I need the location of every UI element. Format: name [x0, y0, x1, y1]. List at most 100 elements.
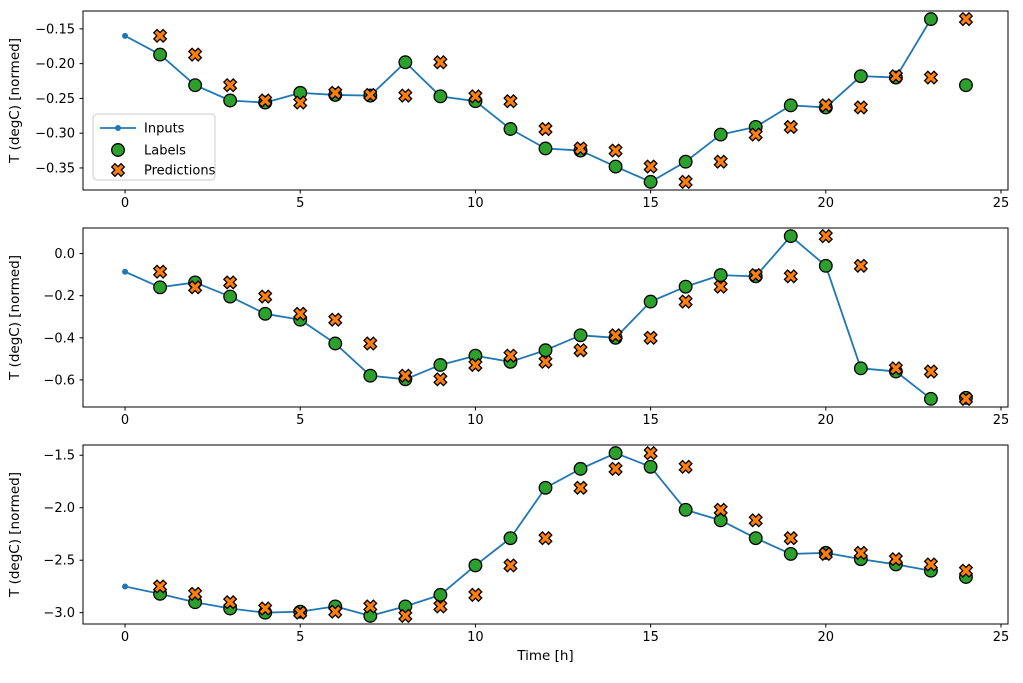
- prediction-marker: [468, 89, 483, 104]
- x-icon: [110, 162, 126, 178]
- label-marker: [538, 480, 553, 495]
- prediction-marker: [608, 143, 623, 158]
- label-marker: [153, 280, 168, 295]
- prediction-marker: [958, 11, 974, 27]
- label-marker: [153, 47, 168, 62]
- label-marker: [573, 461, 588, 476]
- label-marker: [748, 531, 763, 546]
- label-marker: [783, 229, 798, 244]
- prediction-marker: [187, 47, 203, 62]
- x-tick-label: 5: [296, 196, 304, 211]
- x-axis-label: Time [h]: [516, 648, 573, 664]
- label-marker: [713, 127, 728, 142]
- label-marker: [713, 268, 728, 283]
- prediction-marker: [818, 98, 834, 113]
- circle-icon: [111, 143, 125, 157]
- legend-item-labels: Labels: [111, 143, 186, 159]
- prediction-marker: [398, 88, 413, 103]
- prediction-marker: [923, 364, 939, 379]
- prediction-marker: [293, 605, 308, 620]
- x-tick-label: 20: [818, 413, 835, 428]
- x-tick-label: 5: [296, 630, 304, 645]
- prediction-marker: [363, 87, 378, 103]
- legend: Inputs Labels Predictions: [92, 113, 216, 181]
- prediction-marker: [433, 372, 448, 387]
- prediction-marker: [222, 77, 238, 93]
- prediction-marker: [468, 357, 483, 373]
- prediction-marker: [958, 563, 974, 578]
- prediction-marker: [888, 551, 904, 567]
- prediction-marker: [783, 530, 798, 546]
- y-tick-label: −0.15: [35, 22, 75, 37]
- prediction-marker: [433, 599, 448, 614]
- prediction-marker: [783, 119, 798, 135]
- prediction-marker: [643, 159, 658, 174]
- label-marker: [468, 558, 483, 573]
- prediction-marker: [923, 557, 939, 572]
- prediction-marker: [643, 330, 658, 346]
- x-tick-label: 25: [993, 413, 1010, 428]
- legend-label: Labels: [144, 144, 186, 159]
- label-marker: [923, 391, 938, 406]
- prediction-marker: [748, 513, 763, 528]
- prediction-marker: [152, 579, 168, 594]
- prediction-marker: [748, 267, 763, 283]
- x-tick-label: 0: [121, 196, 129, 211]
- y-tick-label: −2.0: [43, 501, 75, 516]
- axes-frame: [82, 10, 1009, 191]
- prediction-marker: [398, 608, 413, 624]
- x-tick-label: 10: [467, 630, 484, 645]
- prediction-marker: [433, 55, 448, 70]
- prediction-marker: [643, 445, 658, 461]
- label-marker: [923, 12, 938, 27]
- x-tick-label: 0: [121, 413, 129, 428]
- label-marker: [538, 141, 553, 156]
- label-marker: [573, 328, 588, 343]
- legend-label: Inputs: [144, 122, 185, 137]
- inputs-point: [122, 268, 129, 275]
- x-tick-label: 15: [642, 196, 659, 211]
- label-marker: [223, 289, 238, 304]
- label-marker: [643, 459, 658, 474]
- x-tick-label: 15: [642, 413, 659, 428]
- prediction-marker: [363, 599, 378, 614]
- prediction-marker: [152, 28, 168, 44]
- prediction-marker: [818, 228, 834, 244]
- prediction-marker: [538, 121, 553, 137]
- label-marker: [678, 154, 693, 169]
- y-tick-label: −0.6: [43, 373, 75, 388]
- label-marker: [398, 55, 413, 70]
- prediction-marker: [398, 368, 413, 383]
- prediction-marker: [818, 546, 834, 562]
- prediction-marker: [293, 306, 308, 322]
- label-marker: [713, 513, 728, 528]
- subplot-3: 0 5 10 15 20 25 −1.5 −2.0 −2.5 −3.0 T (degC) [norm…: [7, 444, 1009, 664]
- predictions-series: [152, 228, 974, 407]
- prediction-marker: [538, 530, 553, 546]
- prediction-marker: [222, 275, 238, 290]
- prediction-marker: [257, 93, 273, 108]
- label-marker: [643, 294, 658, 309]
- y-tick-label: −0.20: [35, 57, 75, 72]
- y-tick-label: −2.5: [43, 554, 75, 569]
- inputs-point: [122, 32, 129, 39]
- y-axis-label: T (degC) [normed]: [7, 38, 23, 164]
- prediction-marker: [748, 127, 763, 142]
- prediction-marker: [608, 461, 623, 477]
- prediction-marker: [573, 141, 588, 156]
- prediction-marker: [293, 95, 308, 110]
- prediction-marker: [888, 361, 904, 376]
- label-marker: [678, 502, 693, 517]
- legend-item-inputs: Inputs: [100, 122, 185, 137]
- label-marker: [678, 279, 693, 294]
- prediction-marker: [678, 174, 693, 190]
- prediction-marker: [678, 294, 693, 309]
- prediction-marker: [573, 343, 588, 358]
- label-marker: [818, 258, 833, 273]
- y-tick-label: −0.2: [43, 289, 75, 304]
- label-marker: [538, 343, 553, 358]
- y-tick-label: −0.30: [35, 127, 75, 142]
- x-tick-label: 0: [121, 630, 129, 645]
